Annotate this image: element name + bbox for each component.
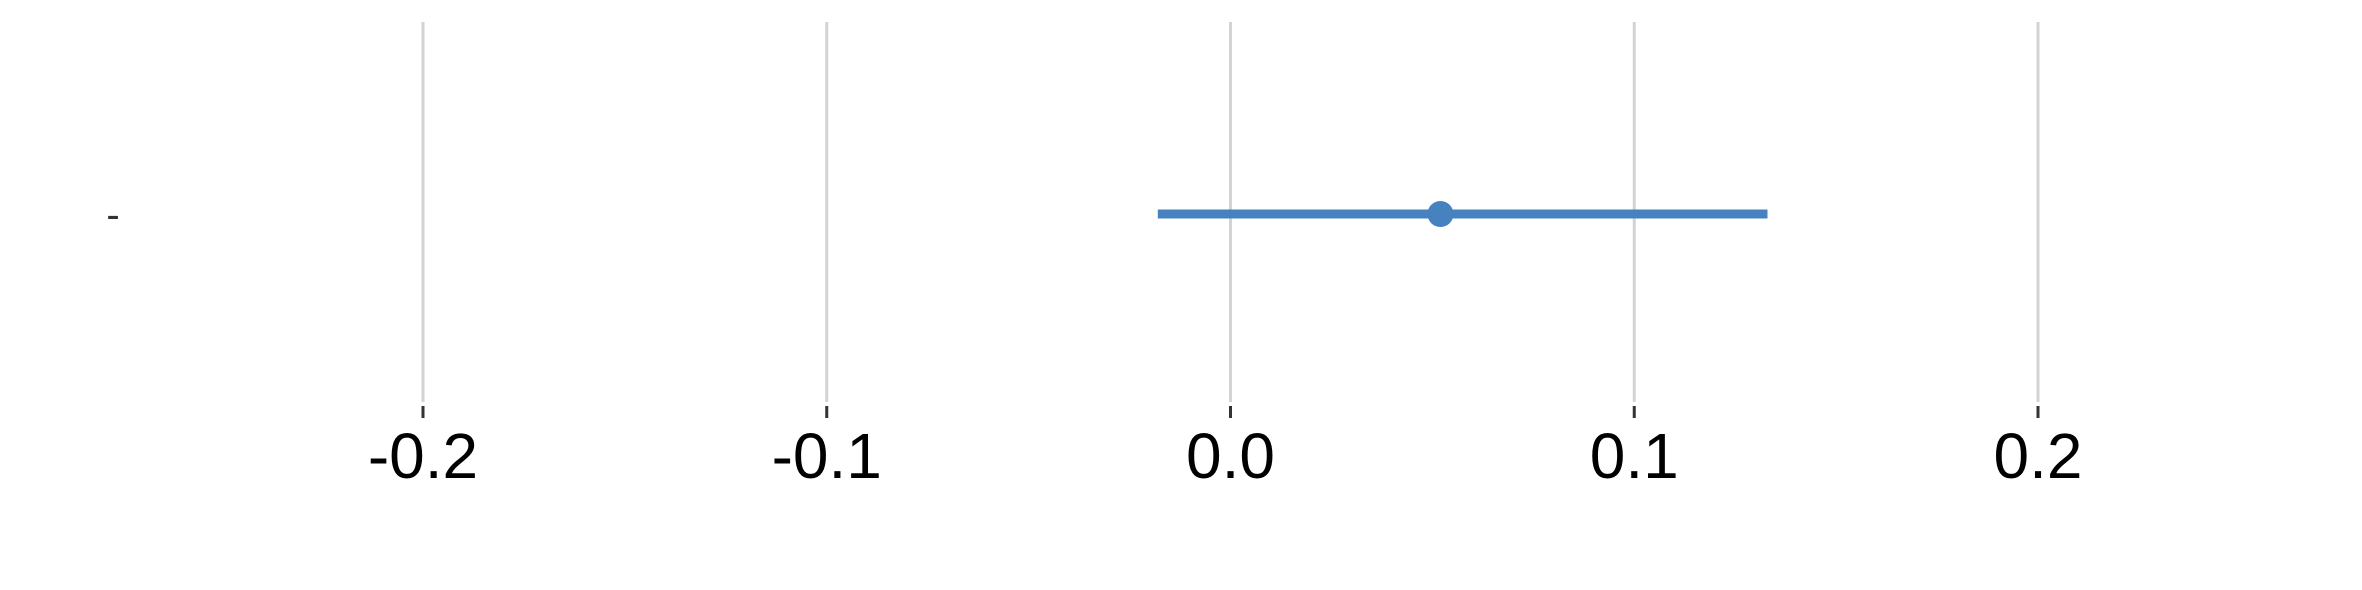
x-axis-tick-labels: -0.2 -0.1 0.0 0.1 0.2 <box>368 420 2083 492</box>
estimate-marks <box>1157 201 1768 227</box>
x-tick-label: -0.1 <box>772 420 882 492</box>
x-tick-label: 0.2 <box>1994 420 2083 492</box>
x-tick-label: 0.0 <box>1186 420 1275 492</box>
point-estimate <box>1427 201 1454 227</box>
row-label: - <box>106 193 119 237</box>
row-labels: - <box>106 193 119 237</box>
x-axis-ticks <box>421 406 2040 418</box>
x-tick-label: 0.1 <box>1590 420 1679 492</box>
x-tick-label: -0.2 <box>368 420 478 492</box>
